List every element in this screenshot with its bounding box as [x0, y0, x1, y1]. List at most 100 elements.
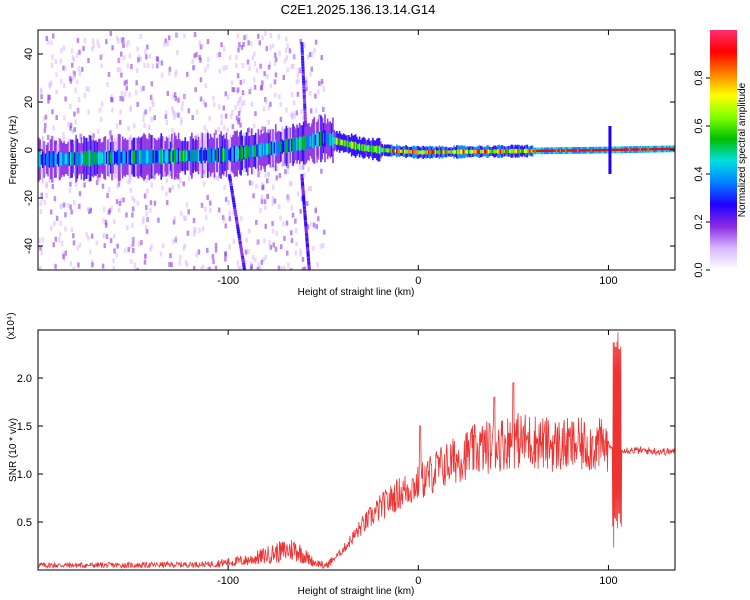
colorbar-tick-label: 0.0 [693, 262, 705, 277]
noise-cell [116, 67, 120, 73]
band-core [531, 149, 534, 153]
band-core [534, 149, 537, 153]
band-core [326, 131, 329, 146]
noise-cell [286, 169, 289, 175]
band-core [69, 152, 72, 166]
noise-cell [73, 71, 76, 77]
noise-cell [39, 208, 43, 214]
streak-cell [303, 117, 307, 122]
noise-cell [86, 207, 89, 213]
band-core [97, 151, 100, 165]
band-core [381, 147, 384, 153]
noise-cell [67, 121, 70, 127]
noise-cell [242, 100, 246, 106]
noise-cell [122, 55, 126, 61]
noise-cell [317, 80, 321, 86]
band-core [245, 145, 248, 160]
band-core [663, 147, 666, 151]
noise-cell [290, 115, 294, 121]
band-core [268, 143, 270, 155]
noise-cell [177, 97, 180, 103]
noise-cell [40, 192, 44, 198]
noise-cell [197, 249, 201, 255]
band-core [360, 144, 362, 150]
band-core [467, 150, 470, 154]
noise-cell [317, 89, 320, 95]
snr-background [38, 330, 675, 570]
noise-cell [118, 57, 121, 63]
noise-cell [78, 133, 82, 139]
band-core [232, 147, 234, 161]
noise-cell [220, 114, 223, 120]
band-core [523, 149, 526, 154]
band-core [644, 148, 647, 151]
noise-cell [50, 40, 53, 46]
band-core [75, 150, 77, 167]
spectrogram-y-axis-label: Frequency (Hz) [8, 116, 19, 185]
noise-cell [243, 35, 246, 41]
streak-cell [236, 224, 240, 229]
noise-cell [40, 250, 43, 256]
noise-cell [128, 53, 132, 59]
band-core [120, 151, 123, 164]
noise-cell [147, 63, 150, 69]
streak-cell [302, 92, 306, 97]
noise-cell [280, 266, 284, 270]
band-core [594, 149, 596, 152]
band-core [406, 149, 409, 154]
noise-cell [199, 57, 202, 63]
noise-cell [181, 100, 184, 106]
band-core [113, 150, 116, 165]
noise-cell [223, 217, 226, 223]
band-core [241, 146, 244, 159]
noise-cell [277, 203, 281, 209]
noise-cell [305, 82, 308, 88]
noise-cell [232, 238, 236, 244]
band-core [389, 148, 391, 153]
noise-cell [139, 56, 142, 62]
noise-cell [69, 125, 72, 131]
streak-cell [301, 70, 305, 74]
noise-cell [256, 240, 259, 246]
noise-cell [73, 73, 76, 79]
spectrogram-cells [38, 30, 675, 270]
noise-cell [182, 215, 186, 221]
band-core [56, 153, 59, 165]
band-core [193, 150, 196, 161]
band-core [160, 148, 163, 165]
band-core [187, 150, 189, 161]
band-core [249, 145, 252, 158]
band-core [529, 149, 531, 153]
colorbar-gradient [710, 30, 737, 270]
noise-cell [95, 240, 99, 246]
noise-cell [60, 240, 64, 246]
noise-cell [287, 262, 290, 268]
band-core [517, 148, 519, 154]
noise-cell [301, 256, 305, 262]
band-core [262, 143, 265, 156]
noise-cell [237, 47, 240, 53]
noise-cell [176, 50, 179, 56]
noise-cell [214, 129, 218, 135]
noise-cell [271, 201, 275, 207]
band-core [330, 134, 333, 146]
noise-cell [297, 78, 300, 84]
band-core [278, 141, 281, 153]
band-core [132, 150, 135, 164]
noise-cell [208, 266, 211, 270]
band-core [199, 149, 201, 162]
noise-cell [83, 93, 87, 99]
band-core [672, 147, 675, 151]
noise-cell [271, 43, 275, 49]
noise-cell [237, 111, 241, 117]
noise-cell [241, 63, 245, 69]
noise-cell [64, 226, 67, 232]
streak-cell [301, 61, 305, 66]
band-core [459, 149, 462, 155]
band-core [658, 147, 660, 151]
noise-cell [209, 200, 212, 206]
noise-cell [323, 229, 326, 235]
band-core [101, 152, 104, 164]
noise-cell [142, 216, 145, 222]
band-core [526, 148, 529, 154]
